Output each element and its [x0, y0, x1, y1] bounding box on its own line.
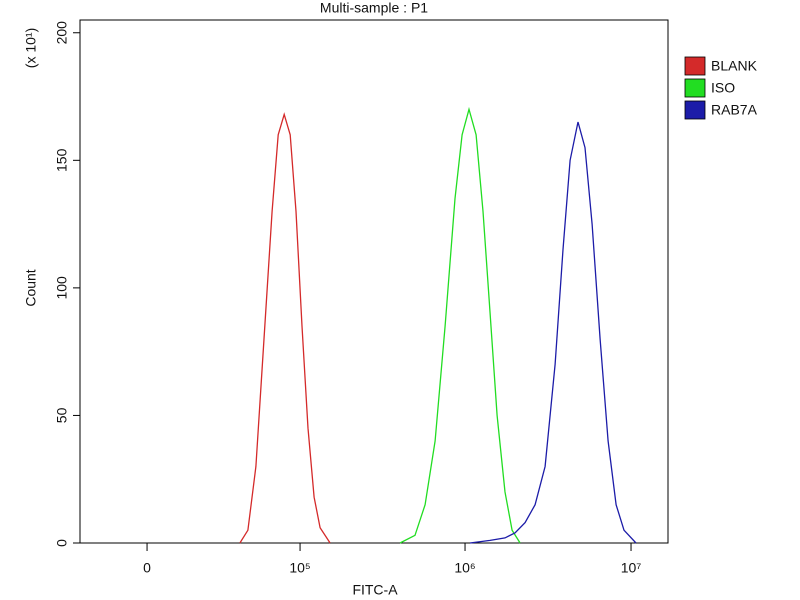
x-tick-label: 0 [143, 560, 151, 576]
y-multiplier-label: (x 10¹) [23, 28, 39, 68]
x-tick-label: 10⁷ [621, 560, 642, 576]
legend-swatch [684, 100, 706, 120]
plot-frame [79, 19, 669, 544]
legend-label: RAB7A [711, 102, 758, 118]
histogram-line [399, 106, 521, 544]
y-tick-label: 100 [54, 276, 70, 300]
legend-label: ISO [711, 80, 735, 96]
y-tick-label: 200 [54, 21, 70, 45]
x-tick-label: 10⁵ [289, 560, 310, 576]
chart-title: Multi-sample : P1 [320, 0, 428, 16]
legend-label: BLANK [711, 58, 758, 74]
y-tick-label: 0 [54, 539, 70, 547]
histogram-line [239, 112, 331, 544]
histogram-line [469, 121, 637, 544]
y-tick-label: 50 [54, 407, 70, 423]
x-axis-label: FITC-A [352, 582, 398, 598]
y-axis-label: Count [23, 269, 39, 306]
y-tick-label: 150 [54, 148, 70, 172]
legend-swatch [684, 78, 706, 98]
x-tick-label: 10⁶ [454, 560, 475, 576]
legend-swatch [684, 56, 706, 76]
